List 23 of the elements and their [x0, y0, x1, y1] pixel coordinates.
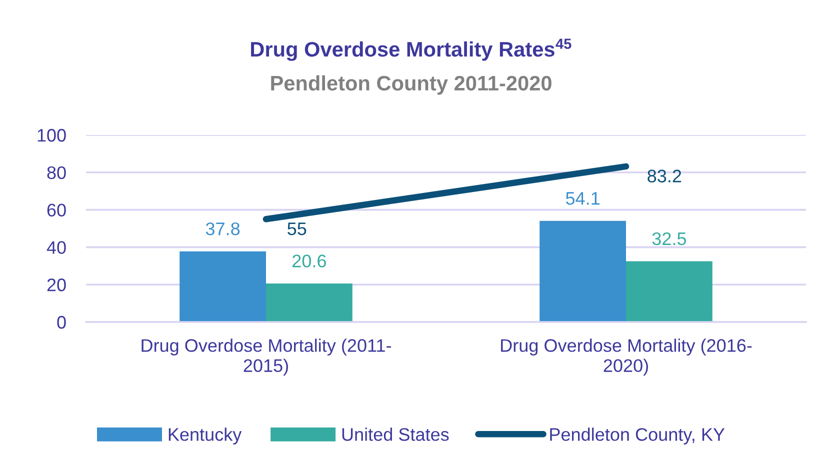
- y-tick-label: 20: [47, 278, 66, 292]
- legend-label: Kentucky: [168, 428, 242, 444]
- data-label: 37.8: [206, 222, 240, 236]
- bar: [266, 283, 352, 322]
- data-label: 54.1: [566, 192, 600, 205]
- data-label: 83.2: [648, 170, 682, 182]
- data-label: 55: [288, 222, 306, 236]
- legend-label: United States: [342, 428, 449, 441]
- bar: [540, 220, 626, 322]
- legend-label: Pendleton County, KY: [550, 428, 725, 444]
- bar: [626, 261, 712, 322]
- bar: [180, 251, 266, 322]
- chart-title: Drug Overdose Mortality Rates$^{45}$: [251, 38, 572, 61]
- chart-subtitle: Pendleton County 2011-2020: [271, 75, 552, 95]
- y-tick-label: 80: [47, 166, 66, 180]
- y-tick-label: 100: [38, 128, 66, 142]
- y-tick-label: 0: [57, 316, 66, 329]
- y-tick-label: 40: [46, 241, 66, 254]
- x-tick-label: Drug Overdose Mortality (2011-2015): [142, 338, 391, 376]
- x-tick-label: Drug Overdose Mortality (2016-2020): [501, 338, 752, 376]
- y-tick-label: 60: [47, 204, 66, 217]
- data-label: 20.6: [292, 254, 326, 268]
- data-label: 32.5: [652, 232, 686, 246]
